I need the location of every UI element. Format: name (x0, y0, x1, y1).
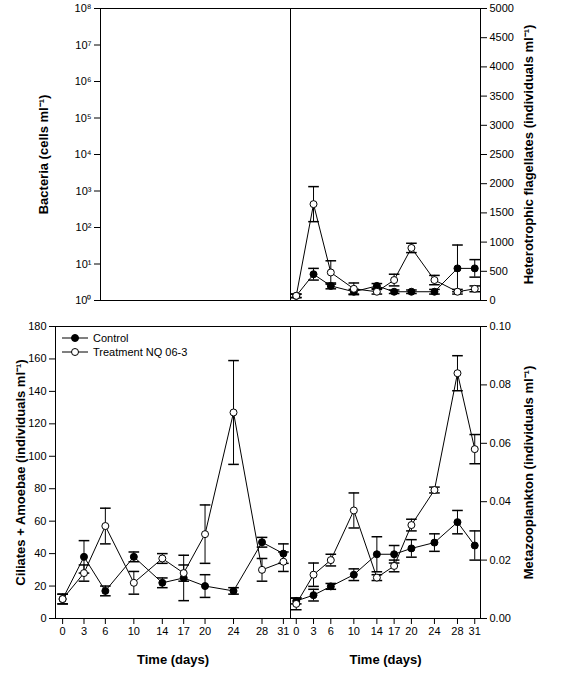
svg-text:28: 28 (256, 625, 268, 637)
svg-text:6: 6 (328, 625, 334, 637)
svg-text:Bacteria (cells ml⁻¹): Bacteria (cells ml⁻¹) (36, 95, 51, 215)
svg-text:140: 140 (28, 385, 46, 397)
svg-text:6: 6 (102, 625, 108, 637)
svg-text:0.06: 0.06 (490, 437, 511, 449)
svg-text:500: 500 (490, 265, 508, 277)
svg-text:10⁷: 10⁷ (75, 39, 91, 51)
svg-text:160: 160 (28, 352, 46, 364)
svg-text:10: 10 (128, 625, 140, 637)
svg-text:Heterotrophic flagellates (ind: Heterotrophic flagellates (individuals m… (521, 25, 536, 285)
svg-text:1500: 1500 (490, 206, 514, 218)
svg-text:1000: 1000 (490, 236, 514, 248)
svg-text:20: 20 (405, 625, 417, 637)
svg-text:10⁵: 10⁵ (75, 112, 92, 124)
svg-text:17: 17 (178, 625, 190, 637)
svg-text:60: 60 (34, 515, 46, 527)
html-text:Control: Control (93, 332, 129, 344)
svg-text:0.10: 0.10 (490, 320, 511, 332)
svg-text:10⁴: 10⁴ (75, 148, 92, 160)
svg-text:3000: 3000 (490, 119, 514, 131)
svg-text:4500: 4500 (490, 31, 514, 43)
svg-text:5000: 5000 (490, 2, 514, 14)
svg-text:4000: 4000 (490, 60, 514, 72)
svg-text:17: 17 (388, 625, 400, 637)
svg-text:180: 180 (28, 320, 46, 332)
svg-text:Ciliates + Amoebae (individual: Ciliates + Amoebae (individuals ml⁻¹) (13, 359, 28, 585)
svg-text:0.00: 0.00 (490, 612, 511, 624)
svg-text:24: 24 (428, 625, 440, 637)
svg-text:0.02: 0.02 (490, 554, 511, 566)
svg-text:10²: 10² (76, 221, 92, 233)
svg-text:0.08: 0.08 (490, 378, 511, 390)
svg-text:Time (days): Time (days) (349, 652, 421, 667)
svg-text:20: 20 (34, 580, 46, 592)
svg-text:10⁶: 10⁶ (75, 75, 92, 87)
svg-text:40: 40 (34, 547, 46, 559)
svg-text:2000: 2000 (490, 177, 514, 189)
svg-text:0: 0 (490, 294, 496, 306)
svg-text:10⁸: 10⁸ (75, 2, 92, 14)
svg-text:3: 3 (310, 625, 316, 637)
svg-text:3500: 3500 (490, 90, 514, 102)
svg-text:14: 14 (156, 625, 168, 637)
svg-text:31: 31 (469, 625, 481, 637)
svg-text:0: 0 (40, 612, 46, 624)
svg-text:Time (days): Time (days) (137, 652, 209, 667)
svg-text:0: 0 (60, 625, 66, 637)
svg-text:10⁰: 10⁰ (75, 294, 91, 306)
svg-text:100: 100 (28, 450, 46, 462)
svg-text:28: 28 (451, 625, 463, 637)
svg-text:0.04: 0.04 (490, 495, 511, 507)
svg-text:Metazooplankton (individuals m: Metazooplankton (individuals ml⁻¹) (521, 366, 536, 579)
svg-text:120: 120 (28, 417, 46, 429)
svg-text:80: 80 (34, 482, 46, 494)
html-text:Treatment NQ 06-3: Treatment NQ 06-3 (93, 346, 188, 358)
svg-text:10³: 10³ (76, 185, 92, 197)
svg-text:24: 24 (227, 625, 239, 637)
svg-text:10: 10 (348, 625, 360, 637)
svg-text:20: 20 (199, 625, 211, 637)
svg-text:10¹: 10¹ (76, 258, 92, 270)
svg-text:0: 0 (293, 625, 299, 637)
svg-text:31: 31 (277, 625, 289, 637)
svg-text:3: 3 (81, 625, 87, 637)
svg-text:14: 14 (371, 625, 383, 637)
svg-text:2500: 2500 (490, 148, 514, 160)
